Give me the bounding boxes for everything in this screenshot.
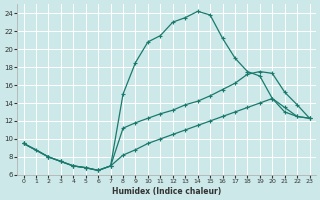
X-axis label: Humidex (Indice chaleur): Humidex (Indice chaleur) <box>112 187 221 196</box>
